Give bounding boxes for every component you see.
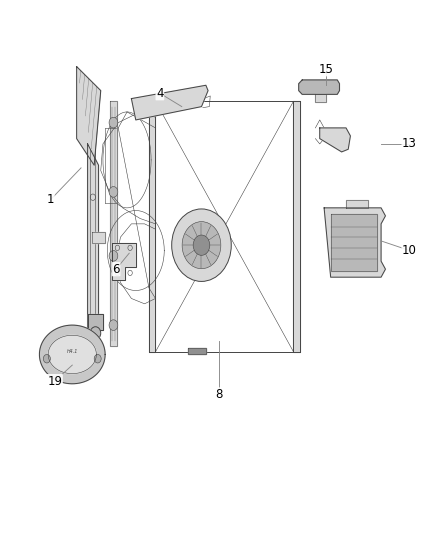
Polygon shape: [131, 85, 208, 120]
Polygon shape: [324, 208, 385, 277]
Polygon shape: [188, 348, 206, 354]
Text: H4.1: H4.1: [67, 349, 78, 354]
Polygon shape: [48, 335, 96, 374]
Text: 6: 6: [112, 263, 120, 276]
Polygon shape: [110, 101, 117, 346]
Polygon shape: [299, 80, 339, 94]
Circle shape: [172, 209, 231, 281]
Polygon shape: [346, 200, 368, 208]
Circle shape: [109, 251, 118, 261]
Polygon shape: [331, 214, 377, 271]
Text: 8: 8: [215, 388, 223, 401]
Circle shape: [193, 235, 210, 255]
Circle shape: [94, 354, 101, 363]
Polygon shape: [77, 67, 101, 165]
Text: 19: 19: [47, 375, 62, 387]
Polygon shape: [88, 144, 99, 330]
Circle shape: [109, 187, 118, 197]
Polygon shape: [39, 325, 105, 384]
Circle shape: [43, 354, 50, 363]
Circle shape: [109, 117, 118, 128]
Polygon shape: [293, 101, 300, 352]
Text: 15: 15: [319, 63, 334, 76]
Circle shape: [109, 320, 118, 330]
Polygon shape: [92, 232, 105, 243]
Text: 4: 4: [156, 87, 164, 100]
Text: 13: 13: [402, 138, 417, 150]
Polygon shape: [88, 314, 103, 330]
Text: 10: 10: [402, 244, 417, 257]
Circle shape: [90, 327, 101, 340]
Text: 1: 1: [46, 193, 54, 206]
Polygon shape: [149, 101, 155, 352]
Polygon shape: [112, 243, 136, 280]
Polygon shape: [320, 128, 350, 152]
Polygon shape: [315, 94, 326, 102]
Circle shape: [182, 222, 221, 269]
